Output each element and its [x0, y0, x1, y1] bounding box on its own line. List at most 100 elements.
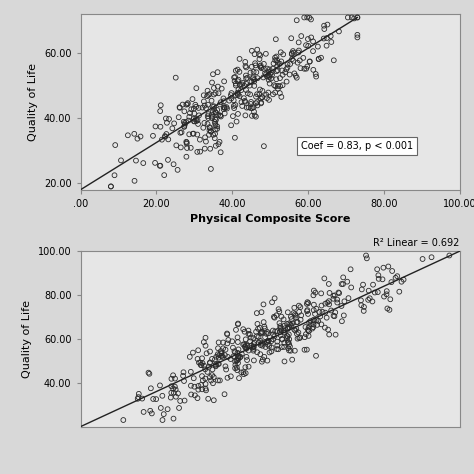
Point — [280, 327, 288, 334]
Point — [398, 278, 405, 285]
Point — [303, 300, 310, 308]
Point — [285, 346, 293, 354]
Point — [238, 350, 246, 358]
Point — [194, 346, 202, 354]
Point — [195, 111, 203, 119]
Point — [247, 100, 255, 108]
Point — [291, 70, 298, 77]
Point — [246, 82, 254, 90]
Point — [152, 395, 160, 403]
Point — [205, 91, 212, 99]
Point — [264, 357, 271, 365]
Point — [157, 404, 164, 412]
Point — [232, 101, 239, 109]
Point — [280, 329, 288, 337]
Point — [181, 119, 189, 127]
Point — [266, 71, 274, 78]
Point — [199, 104, 206, 111]
Point — [250, 335, 257, 342]
Point — [191, 109, 198, 117]
Point — [208, 371, 216, 379]
Point — [194, 355, 201, 363]
Point — [250, 356, 258, 364]
Point — [297, 64, 304, 72]
Point — [232, 91, 240, 99]
Point — [187, 382, 195, 390]
Point — [251, 112, 258, 119]
Point — [187, 144, 194, 152]
Point — [284, 325, 292, 332]
Point — [428, 254, 435, 261]
Point — [283, 320, 291, 328]
Point — [206, 124, 214, 132]
Point — [212, 362, 220, 369]
Point — [295, 302, 303, 310]
Point — [234, 110, 242, 118]
Point — [317, 54, 325, 62]
Point — [257, 99, 265, 107]
Point — [193, 117, 201, 125]
Point — [210, 396, 218, 404]
Point — [228, 89, 235, 97]
Point — [337, 302, 345, 310]
Point — [234, 77, 241, 85]
Text: Coef = 0.83, p < 0.001: Coef = 0.83, p < 0.001 — [301, 141, 413, 151]
Point — [300, 54, 307, 62]
Point — [214, 83, 222, 91]
Point — [181, 397, 188, 404]
Point — [269, 330, 277, 338]
Point — [223, 103, 230, 111]
Point — [354, 14, 361, 21]
Point — [276, 60, 284, 68]
Point — [395, 288, 403, 295]
Point — [339, 273, 347, 281]
Point — [250, 108, 258, 116]
Point — [212, 126, 219, 133]
Point — [283, 332, 291, 340]
Point — [240, 368, 247, 376]
Point — [189, 349, 197, 356]
Point — [306, 57, 314, 65]
Point — [248, 112, 256, 119]
Point — [234, 338, 242, 346]
Point — [192, 84, 200, 92]
Point — [202, 380, 210, 388]
X-axis label: Physical Composite Score: Physical Composite Score — [190, 214, 350, 224]
Point — [312, 352, 320, 360]
Point — [380, 264, 387, 272]
Point — [135, 393, 142, 401]
Point — [273, 75, 280, 83]
Point — [201, 119, 208, 127]
Point — [239, 79, 246, 87]
Point — [277, 48, 284, 56]
Point — [206, 90, 213, 98]
Point — [242, 364, 249, 371]
Point — [223, 105, 231, 112]
Point — [156, 162, 164, 170]
Point — [310, 301, 318, 309]
Point — [297, 316, 304, 324]
Point — [291, 310, 299, 318]
Point — [242, 74, 250, 82]
Point — [232, 361, 239, 369]
Point — [248, 63, 255, 71]
Point — [207, 128, 215, 136]
Point — [309, 325, 316, 332]
Point — [323, 34, 331, 42]
Point — [393, 273, 401, 280]
Point — [247, 334, 255, 341]
Point — [242, 369, 249, 377]
Point — [214, 345, 222, 352]
Point — [340, 311, 347, 319]
Point — [334, 299, 341, 306]
Point — [206, 123, 213, 131]
Point — [172, 74, 180, 82]
Point — [207, 165, 215, 173]
Point — [159, 416, 166, 424]
Point — [182, 138, 190, 146]
Point — [248, 104, 256, 112]
Point — [221, 391, 228, 398]
Point — [278, 343, 286, 351]
Point — [271, 54, 279, 62]
Point — [204, 101, 212, 109]
